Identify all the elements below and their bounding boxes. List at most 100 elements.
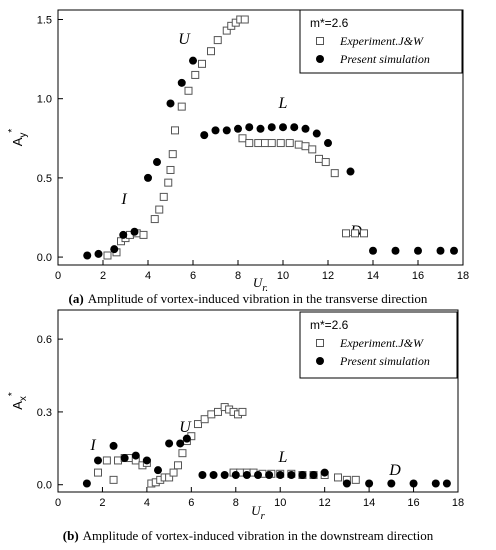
panel: 0 2 4 6 8 10 12 14 16 18 0.0 0.3 0.6 Ur Ax* (b) Amplitud… (7, 309, 464, 543)
data-point (346, 167, 355, 176)
data-point (144, 173, 152, 182)
annotation: L (278, 449, 288, 466)
x-tick-label: 10 (274, 497, 286, 509)
data-point (200, 415, 209, 424)
annotation: U (179, 419, 192, 436)
data-point (365, 479, 374, 488)
y-tick-label: 0.5 (37, 173, 52, 185)
x-tick-label: 12 (322, 270, 334, 282)
legend-label: Experiment.J&W (339, 34, 424, 48)
y-tick-label: 0.6 (37, 334, 52, 346)
data-point (279, 123, 287, 132)
data-point (265, 471, 274, 480)
x-tick-label: 2 (99, 497, 105, 509)
data-point (342, 229, 350, 238)
x-tick-label: 12 (319, 497, 331, 509)
legend-title: m*=2.6 (310, 16, 349, 30)
legend-marker (316, 357, 324, 365)
plot-frame (57, 309, 459, 493)
data-point (131, 451, 140, 460)
data-point (171, 126, 179, 135)
data-point (342, 479, 351, 488)
data-point (414, 246, 422, 255)
x-axis-label: Ur (251, 503, 265, 522)
caption-tag: (b) (63, 528, 79, 543)
data-point (159, 192, 168, 201)
data-point (165, 439, 174, 448)
data-point (301, 124, 310, 133)
data-point (182, 434, 191, 443)
data-point (231, 471, 240, 480)
legend-marker (316, 55, 324, 63)
data-point (114, 456, 122, 465)
legend-label: Present simulation (339, 354, 430, 368)
data-point (94, 468, 102, 477)
data-point (177, 78, 186, 87)
x-tick-label: 0 (55, 270, 61, 282)
data-point (198, 471, 207, 480)
data-point (103, 251, 112, 260)
data-point (207, 47, 215, 56)
data-point (320, 468, 329, 477)
data-point (315, 154, 323, 163)
data-point (110, 245, 119, 254)
data-point (254, 471, 262, 480)
legend-marker (316, 339, 324, 347)
data-point (155, 205, 164, 214)
data-point (166, 99, 175, 108)
y-axis-label-main: A (10, 401, 25, 410)
legend-label: Experiment.J&W (339, 336, 424, 350)
plot-frame (57, 9, 464, 266)
x-tick-label: 2 (100, 270, 106, 282)
x-tick-label: 6 (190, 270, 196, 282)
x-tick-label: 4 (145, 270, 151, 282)
data-point (290, 123, 299, 132)
data-point (166, 165, 175, 174)
x-tick-label: 14 (367, 270, 379, 282)
data-point (150, 215, 159, 224)
data-point (245, 139, 254, 148)
legend-marker (316, 37, 324, 45)
data-point (174, 461, 182, 470)
annotation: I (89, 437, 96, 454)
data-point (330, 169, 339, 178)
legend-box (299, 9, 463, 74)
data-point (309, 471, 318, 480)
data-point (261, 139, 269, 148)
x-axis-label-main: U (251, 503, 262, 518)
x-tick-label: 10 (277, 270, 289, 282)
data-point (213, 36, 222, 45)
data-point (324, 139, 332, 148)
annotation: U (178, 31, 191, 48)
data-point (334, 473, 342, 482)
data-point (321, 158, 330, 167)
data-point (222, 126, 231, 135)
x-tick-label: 14 (363, 497, 375, 509)
data-point (154, 466, 162, 475)
data-point (176, 439, 185, 448)
y-axis-label-sub: x (18, 396, 29, 401)
x-axis-label-main: U (253, 275, 264, 290)
data-point (83, 251, 92, 260)
data-point (308, 145, 317, 154)
panel: 0 2 4 6 8 10 12 14 16 18 0.0 0.5 1.0 1.5 Ur. Ay* (a) Ampl… (7, 9, 469, 306)
data-point (245, 123, 254, 132)
data-point (276, 139, 285, 148)
x-tick-label: 8 (235, 270, 241, 282)
x-tick-label: 16 (412, 270, 424, 282)
y-tick-label: 0.3 (37, 407, 52, 419)
x-tick-label: 8 (233, 497, 239, 509)
data-point (242, 471, 251, 480)
x-tick-label: 18 (452, 497, 464, 509)
y-tick-label: 0.0 (37, 252, 52, 264)
data-point (139, 230, 148, 239)
data-point (184, 86, 193, 95)
data-point (214, 407, 222, 416)
data-point (189, 56, 197, 65)
data-point (153, 158, 161, 167)
data-point (351, 475, 360, 484)
data-point (450, 246, 458, 255)
data-point (82, 479, 91, 488)
